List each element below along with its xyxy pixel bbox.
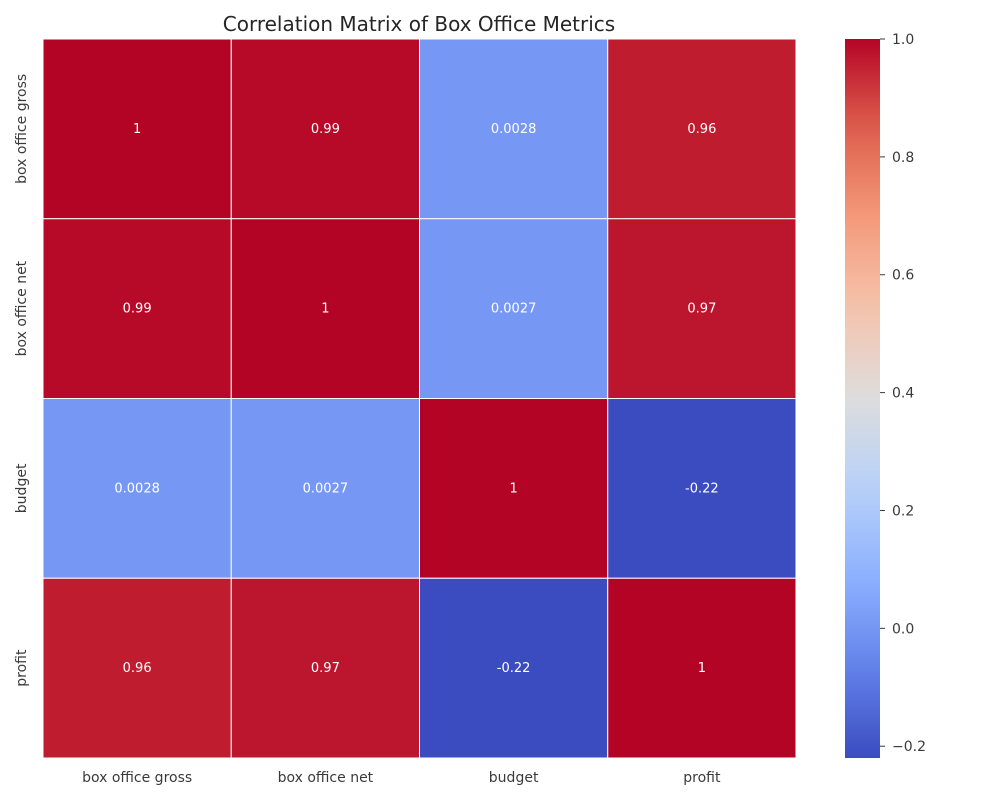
colorbar-tick-label: 0.0 xyxy=(892,621,914,637)
x-tick-label-profit: profit xyxy=(683,770,721,786)
heatmap-cell-label: 1 xyxy=(133,122,141,137)
y-tick-label-box-office-gross: box office gross xyxy=(14,74,30,184)
heatmap-cell-profit-box-office-net xyxy=(230,577,420,759)
heatmap-cell-box-office-gross-budget xyxy=(419,38,609,220)
colorbar-tick-label: 0.4 xyxy=(892,386,914,402)
heatmap-cell-label: 0.97 xyxy=(311,661,340,676)
heatmap-cell-box-office-net-profit xyxy=(607,218,797,399)
heatmap-cell-box-office-net-box-office-net xyxy=(230,218,420,399)
heatmap-cell-label: 0.0028 xyxy=(491,122,537,137)
colorbar-tick-label: 0.8 xyxy=(892,150,914,166)
heatmap-cell-label: 0.97 xyxy=(687,302,716,317)
heatmap-cell-budget-box-office-net xyxy=(230,398,420,579)
heatmap-cell-box-office-net-budget xyxy=(419,218,609,399)
x-axis-tick-labels: box office gross box office net budget prof… xyxy=(82,770,721,786)
heatmap-cell-label: -0.22 xyxy=(685,481,719,496)
y-tick-label-box-office-net: box office net xyxy=(14,260,30,356)
colorbar-tick-label: −0.2 xyxy=(892,739,926,755)
heatmap-cells: 1 0.99 0.0028 0.96 0.99 1 0.0027 0.97 0.0028 0.00… xyxy=(42,38,797,759)
heatmap-cell-label: 0.0027 xyxy=(491,302,537,317)
heatmap-cell-profit-profit xyxy=(607,577,797,759)
heatmap-cell-label: 0.99 xyxy=(123,302,152,317)
heatmap-cell-box-office-net-box-office-gross xyxy=(42,218,232,399)
y-tick-label-budget: budget xyxy=(14,463,30,513)
heatmap-cell-label: 0.0027 xyxy=(303,481,349,496)
y-tick-label-profit: profit xyxy=(14,649,30,687)
heatmap-cell-label: 0.99 xyxy=(311,122,340,137)
heatmap-cell-label: 1 xyxy=(509,481,517,496)
heatmap-cell-label: 1 xyxy=(698,661,706,676)
x-tick-label-budget: budget xyxy=(489,770,539,786)
heatmap-cell-label: 1 xyxy=(321,302,329,317)
heatmap-cell-label: 0.96 xyxy=(123,661,152,676)
heatmap-cell-box-office-gross-profit xyxy=(607,38,797,220)
heatmap-cell-profit-box-office-gross xyxy=(42,577,232,759)
colorbar-tick-label: 0.6 xyxy=(892,268,914,284)
heatmap-cell-box-office-gross-box-office-gross xyxy=(42,38,232,220)
colorbar-gradient xyxy=(845,39,880,758)
y-axis-tick-labels: box office gross box office net budget prof… xyxy=(14,74,30,687)
colorbar-tick-label: 0.2 xyxy=(892,503,914,519)
heatmap-cell-budget-profit xyxy=(607,398,797,579)
colorbar: 1.0 0.8 0.6 0.4 0.2 0.0 −0.2 xyxy=(845,32,926,758)
chart-title: Correlation Matrix of Box Office Metrics xyxy=(223,12,615,36)
heatmap-cell-box-office-gross-box-office-net xyxy=(230,38,420,220)
heatmap-cell-profit-budget xyxy=(419,577,609,759)
heatmap-cell-label: -0.22 xyxy=(497,661,531,676)
x-tick-label-box-office-gross: box office gross xyxy=(82,770,192,786)
heatmap-cell-label: 0.96 xyxy=(687,122,716,137)
colorbar-tick-label: 1.0 xyxy=(892,32,914,48)
x-tick-label-box-office-net: box office net xyxy=(278,770,374,786)
heatmap-cell-label: 0.0028 xyxy=(114,481,160,496)
